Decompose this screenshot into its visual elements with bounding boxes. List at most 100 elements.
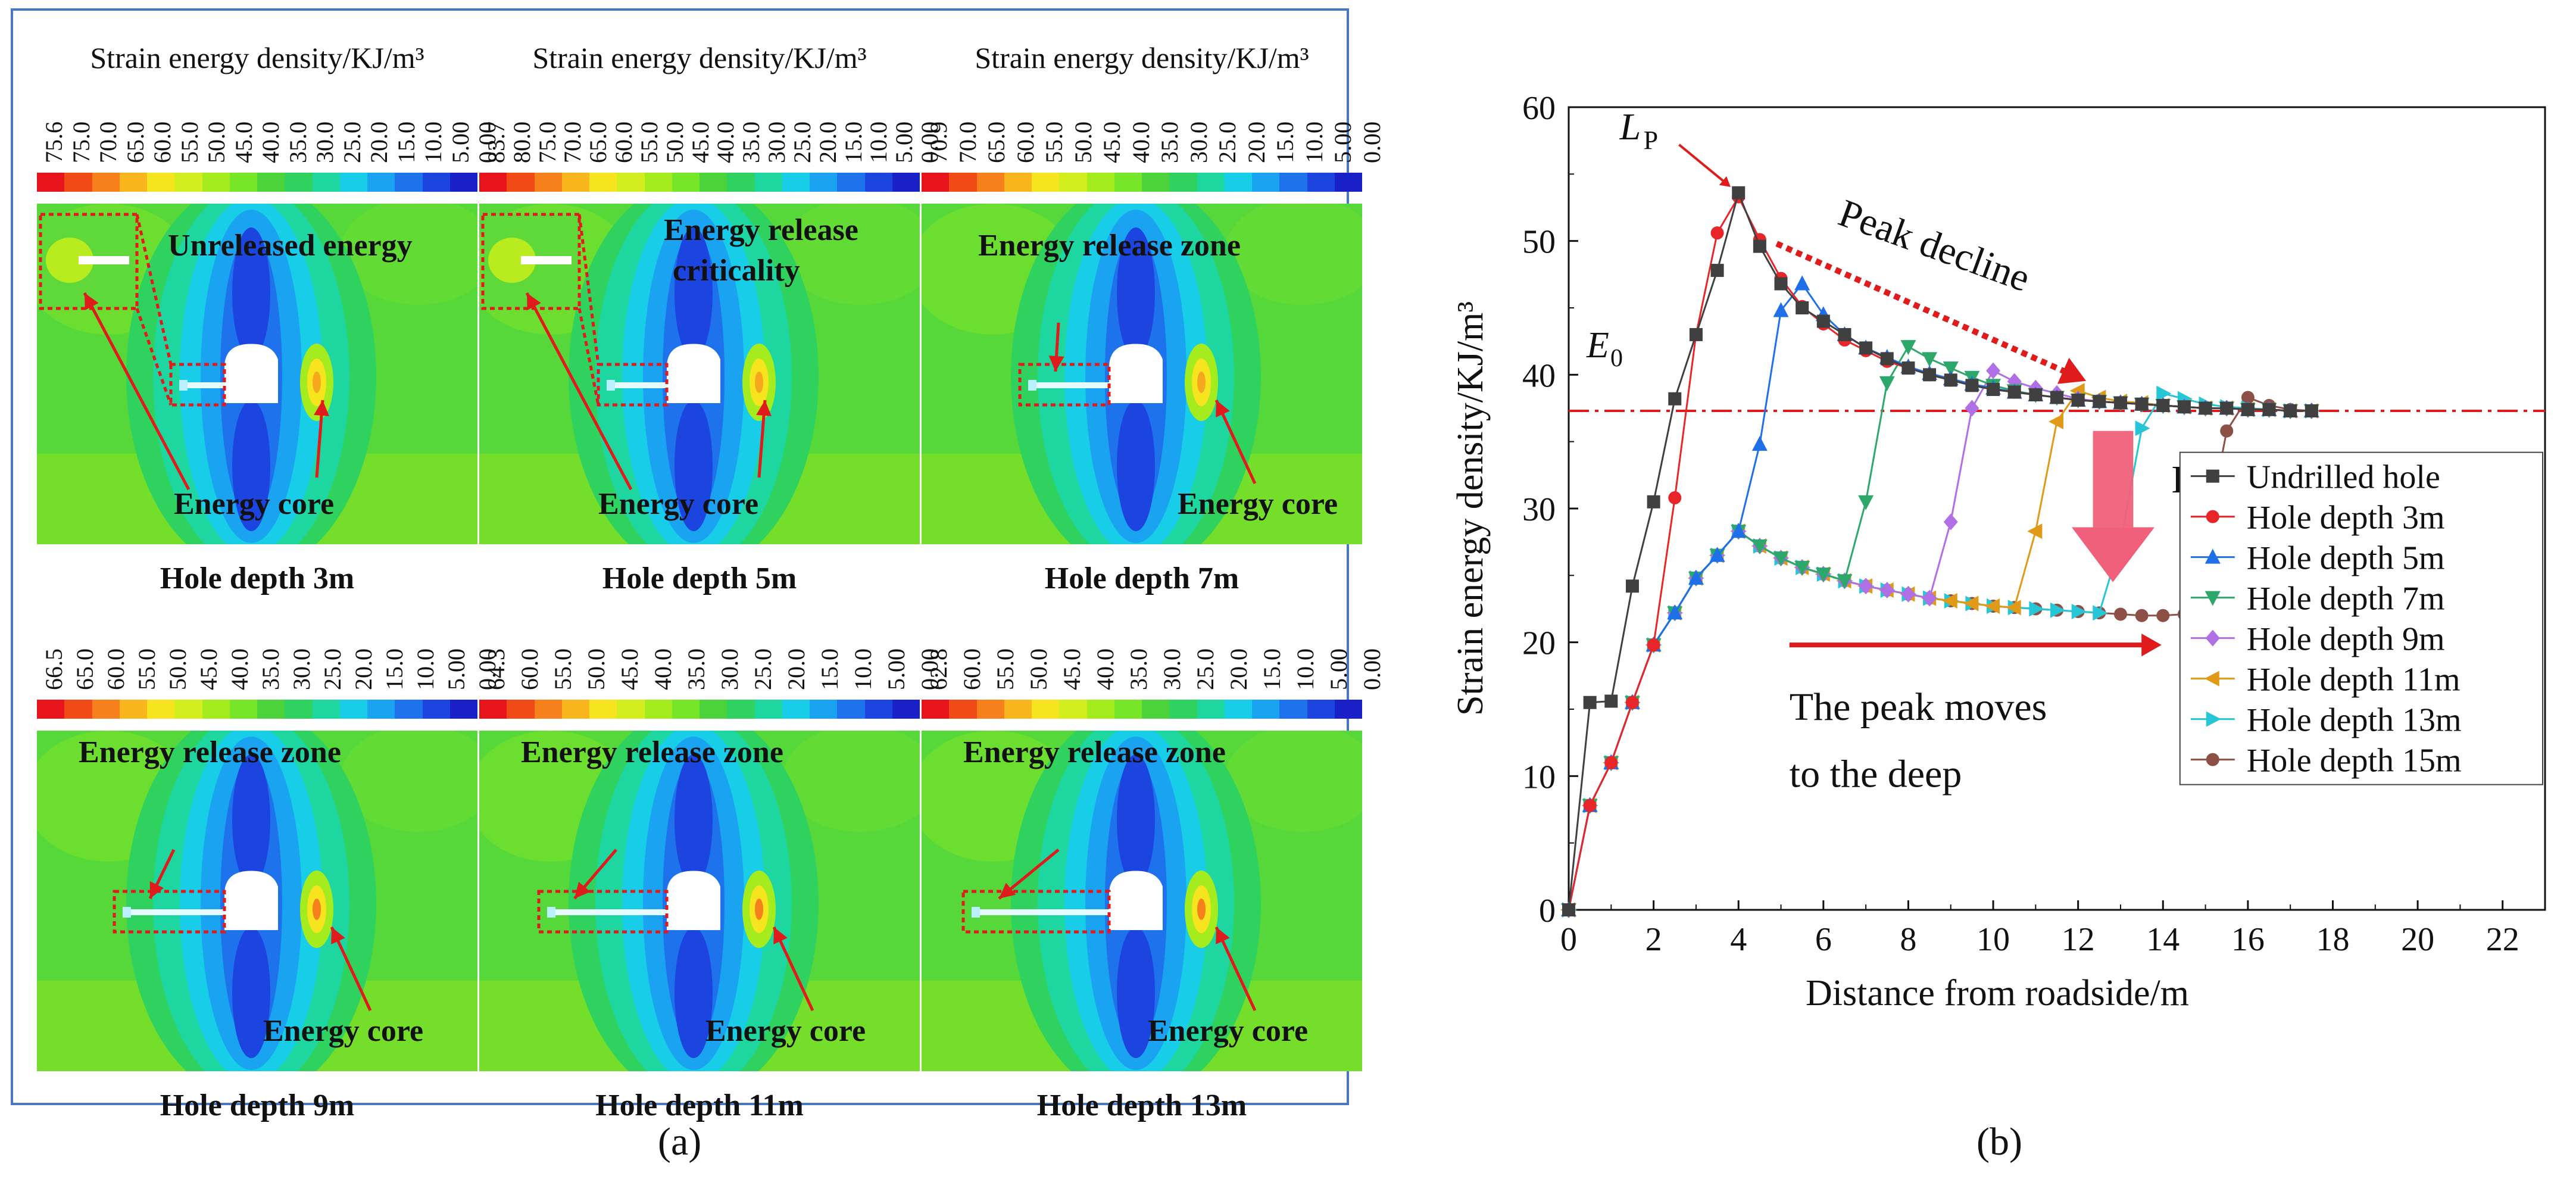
arrow-head (999, 882, 1016, 899)
data-point (2241, 403, 2255, 416)
colorbar-tick-labels: 66.5 65.0 60.0 55.0 50.0 45.0 40.0 35.0 30.0 25.0… (37, 608, 501, 690)
colorbar-tick: 50.0 (1069, 121, 1097, 163)
peak-decline-label: Peak decline (1833, 191, 2035, 300)
panel-b-label: (b) (1977, 1120, 2022, 1164)
colorbar-tick: 50.0 (661, 121, 688, 163)
roadway-tunnel (1109, 871, 1163, 930)
roadway-tunnel (1109, 344, 1163, 403)
map-blob (1225, 204, 1362, 305)
colorbar-tick: 50.0 (1025, 648, 1052, 690)
colorbar-tick: 40.0 (1127, 121, 1154, 163)
legend-label: Hole depth 11m (2247, 662, 2461, 698)
colorbar-tick: 5.00 (891, 121, 918, 163)
energy-core (755, 372, 763, 393)
data-point (2135, 420, 2150, 436)
colorbar-tick: 45.0 (1058, 648, 1085, 690)
energy-core (313, 372, 321, 393)
data-point (1879, 582, 1894, 599)
roadway-tunnel (224, 344, 278, 403)
legend-label: Hole depth 9m (2247, 621, 2445, 658)
arrow-shaft (525, 292, 633, 491)
y-axis-label: Strain energy density/KJ/m³ (1450, 301, 1491, 716)
data-point (1963, 595, 1979, 612)
contour-map: Energy release zone Energy core (922, 731, 1362, 1071)
data-point (1688, 569, 1704, 585)
colorbar-tick: 70.9 (925, 121, 952, 163)
panel-caption: Hole depth 5m (602, 562, 797, 595)
annotation-label: Unreleased energy (168, 229, 413, 263)
data-point (2284, 404, 2297, 417)
data-point (2177, 400, 2191, 414)
data-point (2113, 607, 2127, 621)
colorbar-tick-labels: 64.3 60.0 55.0 50.0 45.0 40.0 35.0 30.0 25.0 20.0… (479, 608, 943, 690)
borehole (551, 909, 667, 915)
colorbar-tick: 55.0 (1041, 121, 1068, 163)
data-point (1965, 379, 1979, 392)
data-point (1858, 495, 1874, 510)
colorbar-tick: 15.0 (839, 121, 867, 163)
data-point (1751, 539, 1768, 554)
contour-band (675, 927, 713, 1058)
reference-line-label: E (1586, 325, 1609, 366)
peak-arrow-head (1719, 176, 1731, 188)
data-point (1986, 362, 2001, 379)
colorbar-tick: 30.0 (288, 648, 315, 690)
data-point (1732, 186, 1746, 199)
colorbar-tick: 30.0 (1185, 121, 1212, 163)
data-point (1859, 341, 1873, 355)
inset-energy (46, 238, 93, 283)
data-point (1774, 277, 1788, 291)
map-blob (1225, 731, 1362, 832)
energy-core-label: Energy core (598, 487, 759, 521)
y-tick-label: 0 (1539, 893, 1556, 930)
colorbar-tick: 15.0 (381, 648, 408, 690)
reference-line-subscript: 0 (1610, 345, 1623, 372)
release-zone-box (537, 890, 669, 934)
x-tick-label: 8 (1900, 921, 1916, 958)
contour-map: Unreleased energy Energy core (37, 204, 477, 544)
data-point (1987, 383, 2000, 397)
inset-connector (577, 214, 600, 365)
data-point (2156, 385, 2172, 401)
data-point (1942, 593, 1957, 609)
colorbar-tick: 55.0 (635, 121, 663, 163)
data-point (1709, 547, 1725, 562)
data-point (1985, 598, 2000, 615)
legend-label: Hole depth 3m (2247, 500, 2445, 537)
x-tick-label: 16 (2231, 921, 2265, 958)
borehole-tip (547, 907, 555, 918)
borehole (975, 909, 1109, 915)
energy-core (755, 899, 763, 920)
data-point (1838, 328, 1851, 341)
data-point (1753, 239, 1766, 253)
data-point (2262, 403, 2276, 416)
data-point (1900, 340, 1916, 355)
borehole-tip (123, 907, 131, 918)
arrow-head (1216, 927, 1230, 945)
data-point (1944, 373, 1957, 387)
release-zone-box (1018, 363, 1111, 407)
contour-band (1117, 400, 1155, 531)
colorbar-tick: 30.0 (1159, 648, 1185, 690)
colorbar-tick: 15.0 (816, 648, 843, 690)
energy-core-label: Energy core (1178, 487, 1338, 521)
annotation-label: Energy release zone (963, 735, 1226, 769)
legend-label: Undrilled hole (2247, 459, 2440, 496)
colorbar-tick: 75.6 (40, 121, 67, 163)
colorbar-tick: 55.0 (992, 648, 1019, 690)
colorbar (922, 700, 1362, 719)
data-point (2049, 413, 2063, 429)
data-point (1796, 301, 1809, 314)
colorbar-tick: 20.0 (783, 648, 810, 690)
legend-marker (2205, 629, 2220, 647)
colorbar-tick: 25.0 (750, 648, 776, 690)
borehole (1032, 382, 1109, 388)
colorbar-title: Strain energy density/KJ/m³ (975, 41, 1309, 74)
borehole-tip (1028, 380, 1036, 391)
colorbar-tick: 45.0 (195, 648, 222, 690)
legend-marker (2205, 591, 2221, 606)
colorbar-tick: 70.0 (95, 121, 121, 163)
release-zone-box (169, 363, 226, 407)
colorbar-tick: 66.5 (40, 648, 67, 690)
colorbar-tick: 50.0 (583, 648, 610, 690)
